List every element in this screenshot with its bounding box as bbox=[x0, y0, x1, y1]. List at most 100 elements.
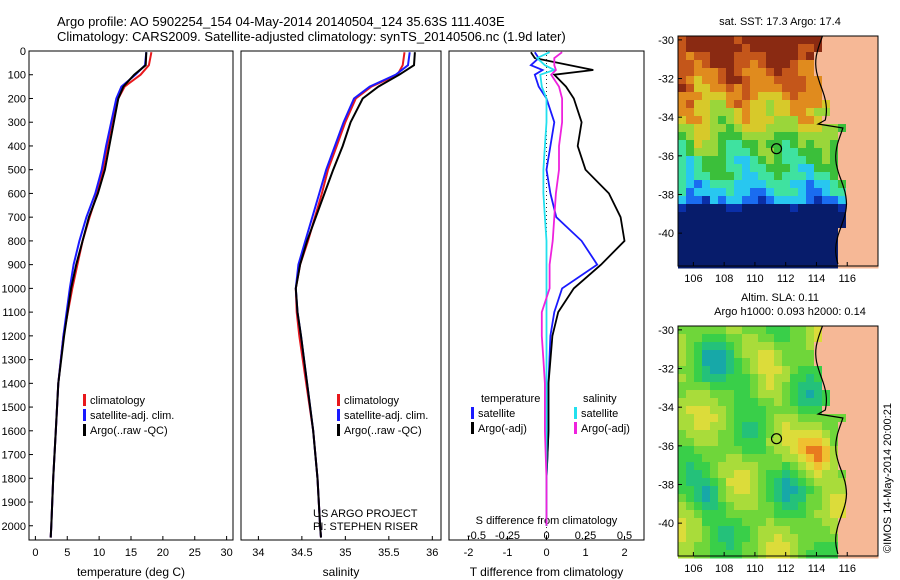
depth-tick-label: 1900 bbox=[2, 497, 26, 509]
sla-map-lon-label: 112 bbox=[777, 563, 795, 575]
difference-legend-1-swatch bbox=[471, 407, 474, 419]
temperature-xtick-label: 0 bbox=[32, 547, 38, 559]
sla-map-coastline bbox=[815, 325, 848, 555]
temperature-series-3 bbox=[49, 52, 148, 538]
sst-map-lon-label: 110 bbox=[746, 273, 764, 285]
temperature-xtick-label: 15 bbox=[125, 547, 137, 559]
temperature-xtick-label: 5 bbox=[64, 547, 70, 559]
sst-map-float-marker bbox=[770, 143, 783, 155]
sla-map-lat-label: -36 bbox=[658, 441, 674, 453]
salinity-axes-frame bbox=[240, 50, 442, 541]
sst-map-lon-label: 114 bbox=[808, 273, 826, 285]
salinity-xtick-label: 34 bbox=[252, 547, 264, 559]
depth-tick-label: 1400 bbox=[2, 378, 26, 390]
difference-series-3 bbox=[535, 51, 557, 526]
sst-map-frame bbox=[677, 35, 879, 267]
difference-xtick-label: 1 bbox=[582, 547, 588, 559]
difference-series-4 bbox=[540, 51, 563, 526]
sla-map-lon-label: 110 bbox=[746, 563, 764, 575]
salinity-xtick-label: 35.5 bbox=[378, 547, 399, 559]
temperature-legend-3-swatch bbox=[83, 424, 86, 436]
sla-map-lat-label: -40 bbox=[658, 518, 674, 530]
temperature-axes-frame bbox=[28, 50, 234, 541]
sst-map-lon-label: 106 bbox=[684, 273, 702, 285]
sla-map-float-marker bbox=[770, 433, 783, 445]
temperature-xtick-label: 10 bbox=[93, 547, 105, 559]
temperature-diff-axis-label: T difference from climatology bbox=[470, 565, 624, 579]
sla-map-title-2: Argo h1000: 0.093 h2000: 0.14 bbox=[714, 306, 866, 318]
sst-map-lon-label: 108 bbox=[715, 273, 733, 285]
salinity-diff-tick-label: -0.25 bbox=[495, 530, 520, 542]
sla-map-frame bbox=[677, 325, 879, 557]
pi-annotation: PI: STEPHEN RISER bbox=[313, 521, 418, 533]
difference-legend-3-swatch bbox=[574, 407, 577, 419]
sla-map-lon-label: 106 bbox=[684, 563, 702, 575]
depth-tick-label: 600 bbox=[8, 188, 26, 200]
depth-tick-label: 100 bbox=[8, 70, 26, 82]
difference-legend-header-salinity: salinity bbox=[583, 393, 617, 405]
sst-map-coastline bbox=[815, 35, 848, 265]
difference-xtick-label: 0 bbox=[543, 547, 549, 559]
depth-tick-label: 500 bbox=[8, 165, 26, 177]
difference-legend-3-text: satellite bbox=[581, 408, 618, 420]
sst-map-title: sat. SST: 17.3 Argo: 17.4 bbox=[719, 16, 841, 28]
sst-map-lat-label: -30 bbox=[658, 35, 674, 47]
difference-legend-1-text: satellite bbox=[478, 408, 515, 420]
temperature-xtick-label: 25 bbox=[189, 547, 201, 559]
sst-map-lat-label: -38 bbox=[658, 189, 674, 201]
temperature-legend-2-swatch bbox=[83, 409, 86, 421]
depth-tick-label: 1200 bbox=[2, 331, 26, 343]
sst-map-lat-label: -36 bbox=[658, 151, 674, 163]
depth-tick-label: 1300 bbox=[2, 355, 26, 367]
sla-map-lat-label: -32 bbox=[658, 364, 674, 376]
sst-map-lon-label: 112 bbox=[777, 273, 795, 285]
salinity-series-3 bbox=[294, 52, 416, 538]
sla-map-image bbox=[678, 326, 879, 559]
salinity-xtick-label: 35 bbox=[339, 547, 351, 559]
sla-map-lon-label: 116 bbox=[838, 563, 856, 575]
sla-map-title-1: Altim. SLA: 0.11 bbox=[741, 292, 819, 304]
temperature-legend-1-text: climatology bbox=[90, 395, 146, 407]
difference-xtick-label: -1 bbox=[503, 547, 513, 559]
salinity-diff-tick-label: -0.5 bbox=[467, 530, 486, 542]
salinity-legend-3-text: Argo(..raw -QC) bbox=[344, 425, 422, 437]
difference-legend-4-swatch bbox=[574, 422, 577, 434]
sst-map-lat-label: -34 bbox=[658, 112, 674, 124]
salinity-legend-2-text: satellite-adj. clim. bbox=[344, 410, 428, 422]
sla-map-lat-label: -38 bbox=[658, 479, 674, 491]
difference-legend-header-temperature: temperature bbox=[481, 393, 540, 405]
salinity-legend-1-swatch bbox=[337, 394, 340, 406]
figure-title-line2: Climatology: CARS2009. Satellite-adjuste… bbox=[57, 29, 566, 44]
project-annotation: US ARGO PROJECT bbox=[313, 508, 418, 520]
sst-map-image bbox=[678, 36, 879, 269]
salinity-legend-2-swatch bbox=[337, 409, 340, 421]
temperature-xtick-label: 20 bbox=[157, 547, 169, 559]
salinity-xtick-label: 36 bbox=[426, 547, 438, 559]
difference-xtick-label: -2 bbox=[464, 547, 474, 559]
temperature-axis-label: temperature (deg C) bbox=[77, 565, 185, 579]
depth-tick-label: 300 bbox=[8, 117, 26, 129]
salinity-legend-3-swatch bbox=[337, 424, 340, 436]
difference-xtick-label: 2 bbox=[621, 547, 627, 559]
salinity-legend-1-text: climatology bbox=[344, 395, 400, 407]
temperature-legend-3-text: Argo(..raw -QC) bbox=[90, 425, 168, 437]
sla-map-lon-label: 108 bbox=[715, 563, 733, 575]
depth-tick-label: 0 bbox=[20, 46, 26, 58]
sst-map-lat-label: -40 bbox=[658, 228, 674, 240]
difference-legend-2-text: Argo(-adj) bbox=[478, 423, 527, 435]
temperature-legend-2-text: satellite-adj. clim. bbox=[90, 410, 174, 422]
imos-timestamp: ©IMOS 14-May-2014 20:00:21 bbox=[882, 403, 894, 553]
salinity-diff-tick-label: 0.5 bbox=[617, 530, 632, 542]
depth-tick-label: 700 bbox=[8, 212, 26, 224]
sla-map-lat-label: -34 bbox=[658, 402, 674, 414]
salinity-xtick-label: 34.5 bbox=[291, 547, 312, 559]
sst-map-lon-label: 116 bbox=[838, 273, 856, 285]
sla-map-lat-label: -30 bbox=[658, 325, 674, 337]
depth-tick-label: 900 bbox=[8, 260, 26, 272]
depth-tick-label: 1700 bbox=[2, 450, 26, 462]
depth-tick-label: 200 bbox=[8, 93, 26, 105]
depth-tick-label: 1800 bbox=[2, 473, 26, 485]
figure-title-line1: Argo profile: AO 5902254_154 04-May-2014… bbox=[57, 14, 505, 29]
